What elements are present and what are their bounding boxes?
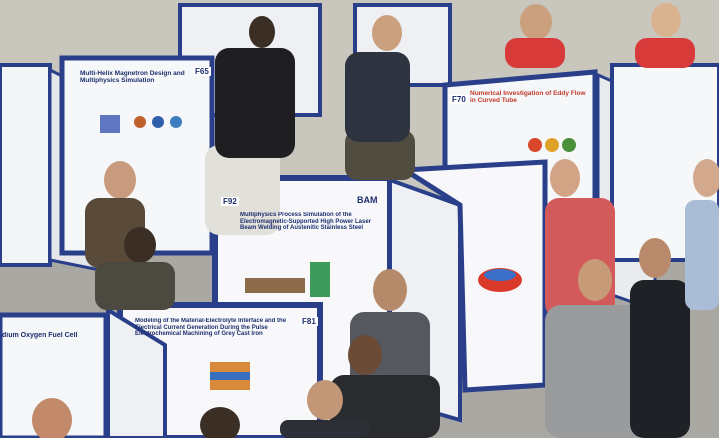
person-shape (630, 280, 690, 438)
person-shape (348, 335, 382, 375)
poster-figure (152, 116, 164, 128)
poster-board (0, 63, 52, 267)
poster-title: Modeling of the Material-Electrolyte Int… (135, 318, 287, 338)
person-shape (95, 262, 175, 310)
person-shape (124, 227, 156, 263)
poster-figure (170, 116, 182, 128)
person-shape (280, 420, 370, 438)
poster-id: F70 (450, 95, 468, 104)
person-shape (545, 198, 615, 318)
person-shape (200, 407, 240, 438)
person-shape (104, 161, 136, 199)
poster-logo: BAM (357, 196, 378, 205)
person-shape (32, 398, 72, 438)
person-shape (693, 159, 719, 197)
poster-title: Multi-Helix Magnetron Design and Multiph… (80, 70, 185, 85)
person-shape (215, 48, 295, 158)
poster-figure (545, 138, 559, 152)
person-shape (550, 159, 580, 197)
person-shape (373, 269, 407, 311)
poster-figure (484, 269, 516, 281)
poster-title: Numerical Investigation of Eddy Flow in … (470, 90, 586, 105)
person-shape (685, 200, 719, 310)
people (32, 3, 719, 438)
person-shape (249, 16, 275, 48)
person-shape (639, 238, 671, 278)
person-shape (505, 38, 565, 68)
person-shape (651, 3, 681, 37)
poster-board (397, 159, 548, 393)
person-shape (520, 4, 552, 40)
poster-figure (562, 138, 576, 152)
poster-id: F92 (221, 197, 239, 206)
poster-id: F81 (300, 317, 318, 326)
poster-title: Multiphysics Process Simulation of the E… (240, 212, 372, 232)
person-shape (205, 145, 280, 235)
person-shape (345, 130, 415, 180)
person-shape (635, 38, 695, 68)
poster-figure (134, 116, 146, 128)
poster-figure (528, 138, 542, 152)
person-shape (578, 259, 612, 301)
poster-figure (100, 115, 120, 133)
person-shape (307, 380, 343, 420)
person-shape (372, 15, 402, 51)
poster-id: F65 (193, 67, 211, 76)
poster-title: dium Oxygen Fuel Cell (2, 332, 78, 339)
person-shape (545, 305, 650, 438)
person-shape (345, 52, 410, 142)
poster-figure (310, 262, 330, 297)
poster-figure (210, 372, 250, 380)
poster-figure (245, 278, 305, 293)
